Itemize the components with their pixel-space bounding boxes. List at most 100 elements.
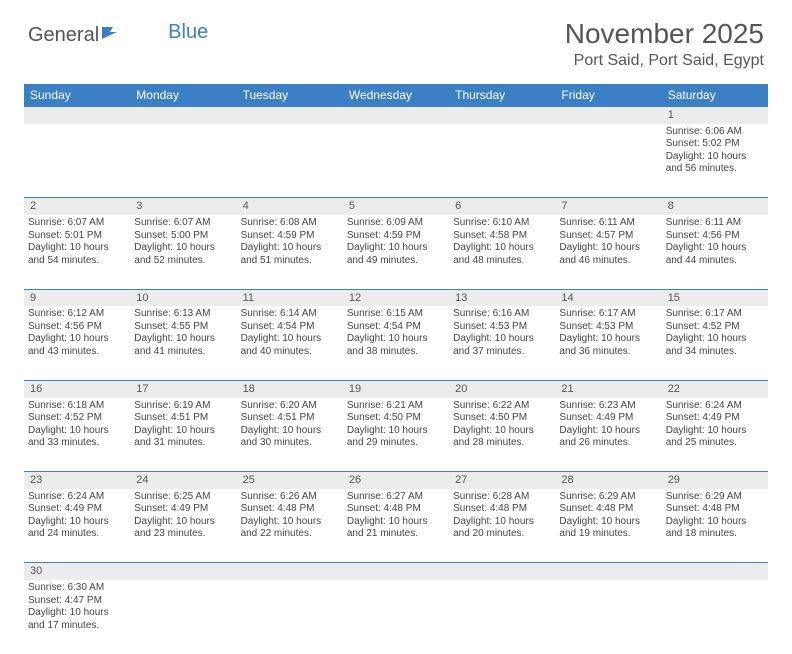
day-number-cell: 14 xyxy=(555,289,661,306)
day-number-cell: 11 xyxy=(237,289,343,306)
day-number-cell xyxy=(555,107,661,124)
day-info-row: Sunrise: 6:24 AMSunset: 4:49 PMDaylight:… xyxy=(24,489,768,563)
day-info-cell xyxy=(343,124,449,198)
flag-icon xyxy=(101,24,121,47)
day-number-cell: 24 xyxy=(130,472,236,489)
day-number-cell: 12 xyxy=(343,289,449,306)
day-info-cell: Sunrise: 6:27 AMSunset: 4:48 PMDaylight:… xyxy=(343,489,449,563)
sunrise-text: Sunrise: 6:15 AM xyxy=(347,308,445,321)
day-info-cell: Sunrise: 6:21 AMSunset: 4:50 PMDaylight:… xyxy=(343,398,449,472)
sunrise-text: Sunrise: 6:29 AM xyxy=(559,491,657,504)
day-info-cell: Sunrise: 6:20 AMSunset: 4:51 PMDaylight:… xyxy=(237,398,343,472)
sunrise-text: Sunrise: 6:07 AM xyxy=(134,217,232,230)
daylight-text: Daylight: 10 hours and 38 minutes. xyxy=(347,333,445,358)
sunrise-text: Sunrise: 6:21 AM xyxy=(347,400,445,413)
weekday-header: Tuesday xyxy=(237,84,343,107)
day-number-cell xyxy=(662,563,768,580)
day-info-row: Sunrise: 6:30 AMSunset: 4:47 PMDaylight:… xyxy=(24,580,768,654)
sunrise-text: Sunrise: 6:18 AM xyxy=(28,400,126,413)
sunset-text: Sunset: 4:57 PM xyxy=(559,230,657,243)
page-title: November 2025 xyxy=(565,18,764,50)
logo: General Blue xyxy=(28,18,208,47)
sunrise-text: Sunrise: 6:25 AM xyxy=(134,491,232,504)
sunrise-text: Sunrise: 6:12 AM xyxy=(28,308,126,321)
daylight-text: Daylight: 10 hours and 21 minutes. xyxy=(347,516,445,541)
sunrise-text: Sunrise: 6:10 AM xyxy=(453,217,551,230)
day-info-cell: Sunrise: 6:26 AMSunset: 4:48 PMDaylight:… xyxy=(237,489,343,563)
day-number-cell: 22 xyxy=(662,380,768,397)
day-info-cell xyxy=(237,124,343,198)
weekday-header: Saturday xyxy=(662,84,768,107)
day-number-cell xyxy=(237,107,343,124)
day-number-cell xyxy=(130,563,236,580)
day-number-cell xyxy=(343,107,449,124)
location-text: Port Said, Port Said, Egypt xyxy=(565,52,764,70)
day-info-cell xyxy=(237,580,343,654)
daynum-row: 1 xyxy=(24,107,768,124)
daylight-text: Daylight: 10 hours and 24 minutes. xyxy=(28,516,126,541)
day-info-cell: Sunrise: 6:24 AMSunset: 4:49 PMDaylight:… xyxy=(662,398,768,472)
sunrise-text: Sunrise: 6:07 AM xyxy=(28,217,126,230)
sunrise-text: Sunrise: 6:29 AM xyxy=(666,491,764,504)
day-number-cell: 27 xyxy=(449,472,555,489)
day-info-cell: Sunrise: 6:24 AMSunset: 4:49 PMDaylight:… xyxy=(24,489,130,563)
sunrise-text: Sunrise: 6:30 AM xyxy=(28,582,126,595)
sunset-text: Sunset: 5:00 PM xyxy=(134,230,232,243)
day-info-cell: Sunrise: 6:07 AMSunset: 5:00 PMDaylight:… xyxy=(130,215,236,289)
sunset-text: Sunset: 4:59 PM xyxy=(241,230,339,243)
sunset-text: Sunset: 4:58 PM xyxy=(453,230,551,243)
day-number-cell: 21 xyxy=(555,380,661,397)
sunrise-text: Sunrise: 6:20 AM xyxy=(241,400,339,413)
day-number-cell: 10 xyxy=(130,289,236,306)
sunset-text: Sunset: 4:50 PM xyxy=(453,412,551,425)
day-info-cell xyxy=(24,124,130,198)
daylight-text: Daylight: 10 hours and 20 minutes. xyxy=(453,516,551,541)
day-number-cell: 23 xyxy=(24,472,130,489)
sunset-text: Sunset: 4:47 PM xyxy=(28,595,126,608)
day-number-cell: 5 xyxy=(343,198,449,215)
sunrise-text: Sunrise: 6:19 AM xyxy=(134,400,232,413)
day-info-cell: Sunrise: 6:28 AMSunset: 4:48 PMDaylight:… xyxy=(449,489,555,563)
sunrise-text: Sunrise: 6:17 AM xyxy=(666,308,764,321)
day-info-cell: Sunrise: 6:16 AMSunset: 4:53 PMDaylight:… xyxy=(449,306,555,380)
daynum-row: 2345678 xyxy=(24,198,768,215)
weekday-header-row: SundayMondayTuesdayWednesdayThursdayFrid… xyxy=(24,84,768,107)
day-info-cell: Sunrise: 6:11 AMSunset: 4:57 PMDaylight:… xyxy=(555,215,661,289)
sunset-text: Sunset: 4:49 PM xyxy=(28,503,126,516)
sunrise-text: Sunrise: 6:27 AM xyxy=(347,491,445,504)
day-number-cell: 4 xyxy=(237,198,343,215)
day-number-cell: 8 xyxy=(662,198,768,215)
sunset-text: Sunset: 4:49 PM xyxy=(134,503,232,516)
sunrise-text: Sunrise: 6:14 AM xyxy=(241,308,339,321)
day-info-cell: Sunrise: 6:10 AMSunset: 4:58 PMDaylight:… xyxy=(449,215,555,289)
day-info-cell xyxy=(662,580,768,654)
sunset-text: Sunset: 4:54 PM xyxy=(347,321,445,334)
day-info-row: Sunrise: 6:12 AMSunset: 4:56 PMDaylight:… xyxy=(24,306,768,380)
day-number-cell xyxy=(343,563,449,580)
sunset-text: Sunset: 4:52 PM xyxy=(666,321,764,334)
daylight-text: Daylight: 10 hours and 48 minutes. xyxy=(453,242,551,267)
day-info-cell xyxy=(343,580,449,654)
day-info-cell: Sunrise: 6:13 AMSunset: 4:55 PMDaylight:… xyxy=(130,306,236,380)
calendar-table: SundayMondayTuesdayWednesdayThursdayFrid… xyxy=(24,84,768,654)
logo-text-a: General xyxy=(28,24,99,47)
daylight-text: Daylight: 10 hours and 19 minutes. xyxy=(559,516,657,541)
sunset-text: Sunset: 4:49 PM xyxy=(666,412,764,425)
day-info-cell: Sunrise: 6:25 AMSunset: 4:49 PMDaylight:… xyxy=(130,489,236,563)
day-number-cell: 2 xyxy=(24,198,130,215)
sunrise-text: Sunrise: 6:13 AM xyxy=(134,308,232,321)
day-number-cell: 13 xyxy=(449,289,555,306)
sunrise-text: Sunrise: 6:09 AM xyxy=(347,217,445,230)
day-info-cell: Sunrise: 6:23 AMSunset: 4:49 PMDaylight:… xyxy=(555,398,661,472)
sunrise-text: Sunrise: 6:24 AM xyxy=(666,400,764,413)
sunset-text: Sunset: 4:48 PM xyxy=(559,503,657,516)
day-number-cell xyxy=(449,563,555,580)
daylight-text: Daylight: 10 hours and 46 minutes. xyxy=(559,242,657,267)
day-number-cell: 18 xyxy=(237,380,343,397)
sunset-text: Sunset: 4:50 PM xyxy=(347,412,445,425)
sunrise-text: Sunrise: 6:28 AM xyxy=(453,491,551,504)
daylight-text: Daylight: 10 hours and 36 minutes. xyxy=(559,333,657,358)
day-info-cell: Sunrise: 6:15 AMSunset: 4:54 PMDaylight:… xyxy=(343,306,449,380)
sunset-text: Sunset: 5:02 PM xyxy=(666,138,764,151)
day-info-cell xyxy=(130,580,236,654)
